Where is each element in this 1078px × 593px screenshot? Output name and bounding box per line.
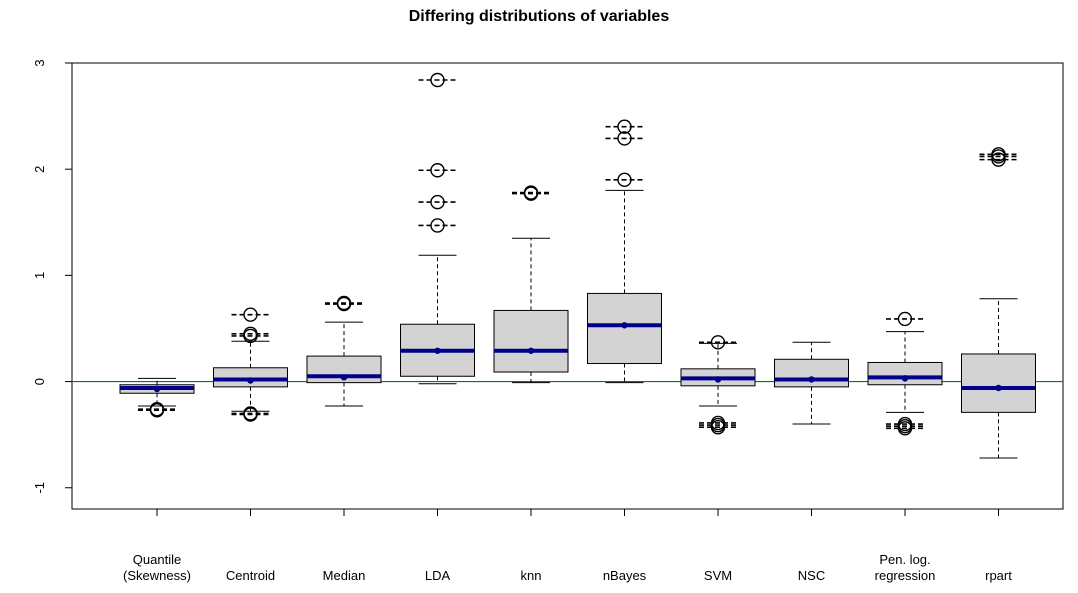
mean-point — [995, 384, 1002, 392]
outlier-point — [897, 311, 913, 327]
outlier-point — [991, 152, 1006, 167]
x-tick-label: nBayes — [603, 568, 647, 583]
chart-title: Differing distributions of variables — [408, 8, 670, 25]
box — [493, 309, 569, 373]
box — [961, 353, 1036, 413]
x-tick-label: regression — [875, 568, 936, 583]
outlier-point — [617, 172, 632, 188]
outlier-point — [710, 420, 726, 435]
mean-point — [247, 377, 254, 384]
x-tick-label: NSC — [798, 568, 825, 583]
y-tick-label: 0 — [32, 378, 47, 385]
mean-point — [527, 347, 535, 354]
outlier-point — [523, 186, 539, 201]
y-tick-label: 3 — [32, 59, 47, 66]
mean-point — [340, 374, 348, 381]
mean-point — [808, 376, 815, 383]
mean-point — [621, 322, 628, 329]
x-tick-label: knn — [521, 568, 542, 583]
outlier-point — [336, 296, 352, 312]
outlier-point — [430, 72, 445, 88]
x-tick-label: LDA — [425, 568, 451, 583]
y-tick-label: 1 — [32, 272, 47, 279]
mean-point — [714, 376, 722, 383]
outlier-point — [430, 194, 445, 210]
outlier-point — [149, 403, 165, 418]
x-tick-label: Quantile — [133, 552, 181, 567]
mean-point — [153, 385, 161, 393]
y-tick-label: 2 — [32, 166, 47, 173]
x-tick-label: (Skewness) — [123, 568, 191, 583]
x-tick-label: Pen. log. — [879, 552, 930, 567]
x-tick-label: Centroid — [226, 568, 275, 583]
plot-frame — [71, 62, 1064, 510]
outlier-point — [897, 421, 913, 436]
x-tick-label: Median — [323, 568, 366, 583]
mean-point — [434, 347, 441, 354]
outlier-point — [243, 328, 258, 344]
outlier-point — [991, 149, 1006, 164]
box — [774, 358, 849, 388]
outlier-point — [430, 163, 445, 178]
outlier-point — [710, 335, 726, 350]
y-tick-label: -1 — [32, 482, 47, 494]
outlier-point — [243, 407, 258, 422]
outlier-point — [617, 119, 632, 134]
outlier-point — [617, 131, 632, 146]
x-tick-label: rpart — [985, 568, 1012, 583]
outlier-point — [430, 218, 445, 233]
outlier-point — [243, 307, 258, 322]
mean-point — [901, 375, 909, 382]
x-tick-label: SVM — [704, 568, 732, 583]
